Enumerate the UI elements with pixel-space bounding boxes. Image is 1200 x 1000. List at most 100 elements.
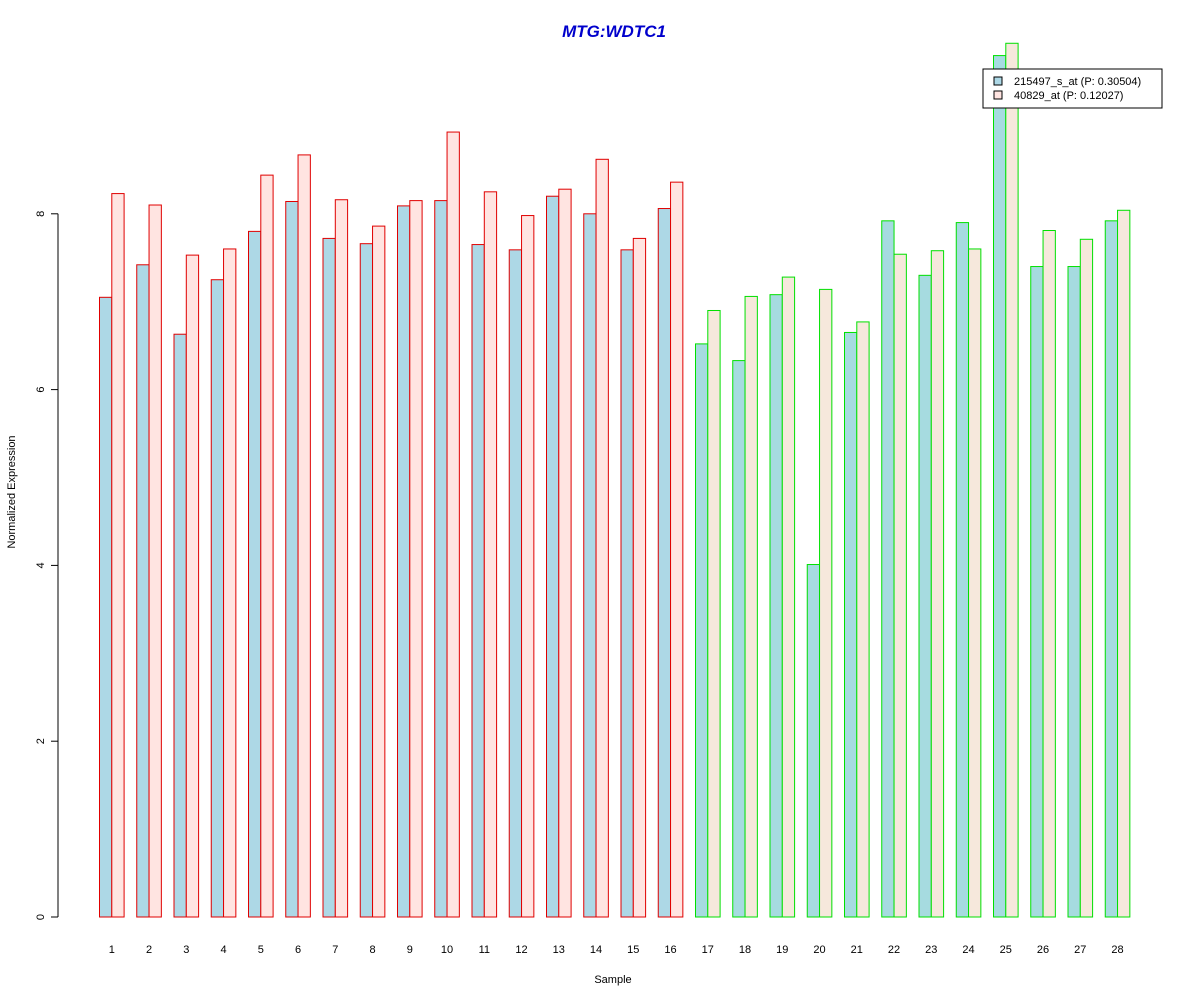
bar-sample-19-series-1 [769, 294, 783, 918]
chart-title: MTG:WDTC1 [562, 22, 666, 41]
bar-sample-10-series-2 [446, 131, 460, 918]
x-tick-label: 12 [515, 944, 527, 956]
legend-box [982, 68, 1163, 109]
x-tick-label: 13 [553, 944, 565, 956]
bar-sample-4-series-1 [210, 279, 225, 918]
bar-sample-18-series-2 [744, 295, 758, 918]
x-tick-label: 22 [888, 944, 900, 956]
legend-label-series-1: 215497_s_at (P: 0.30504) [1014, 76, 1141, 88]
bar-sample-5-series-1 [248, 230, 262, 918]
y-tick-label: 4 [35, 562, 47, 568]
bar-sample-8-series-1 [359, 243, 374, 918]
bar-sample-15-series-2 [632, 237, 647, 918]
x-tick-label: 2 [146, 944, 152, 956]
x-tick-label: 15 [627, 944, 639, 956]
bar-sample-14-series-1 [583, 213, 597, 918]
x-tick-label: 20 [813, 944, 825, 956]
bar-sample-7-series-2 [334, 199, 349, 918]
legend-label-series-2: 40829_at (P: 0.12027) [1014, 90, 1123, 102]
bar-sample-13-series-2 [558, 188, 572, 918]
y-axis: 0 2 4 6 8 [35, 211, 59, 920]
bar-sample-6-series-1 [285, 200, 299, 918]
x-tick-label: 16 [664, 944, 676, 956]
bar-sample-9-series-2 [409, 200, 423, 918]
bar-sample-27-series-1 [1067, 266, 1081, 918]
bar-sample-22-series-2 [893, 253, 907, 918]
x-tick-label: 18 [739, 944, 751, 956]
x-tick-label: 8 [369, 944, 375, 956]
x-tick-label: 25 [1000, 944, 1012, 956]
bar-sample-24-series-1 [955, 222, 970, 918]
bar-sample-10-series-1 [434, 200, 448, 918]
bar-sample-25-series-1 [993, 55, 1007, 918]
bar-sample-15-series-1 [620, 249, 634, 918]
y-tick-label: 6 [35, 387, 47, 393]
bar-sample-1-series-1 [99, 296, 113, 918]
legend-swatch-series-2 [993, 90, 1003, 100]
bar-sample-21-series-1 [844, 331, 858, 918]
x-tick-label: 19 [776, 944, 788, 956]
bar-sample-28-series-2 [1117, 209, 1131, 918]
x-tick-label: 24 [962, 944, 974, 956]
x-tick-label: 1 [109, 944, 115, 956]
x-tick-label: 17 [702, 944, 714, 956]
y-tick-label: 0 [35, 914, 47, 920]
bar-sample-12-series-1 [508, 249, 523, 918]
x-tick-label: 3 [183, 944, 189, 956]
bar-sample-22-series-1 [881, 220, 895, 918]
x-tick-label: 7 [332, 944, 338, 956]
y-tick-label: 2 [35, 738, 47, 744]
bar-sample-27-series-2 [1079, 238, 1094, 918]
bar-sample-26-series-2 [1042, 230, 1056, 918]
bar-sample-24-series-2 [968, 248, 982, 918]
bar-sample-4-series-2 [223, 248, 237, 918]
x-tick-label: 11 [479, 944, 490, 956]
bar-sample-8-series-2 [372, 225, 386, 918]
bar-sample-14-series-2 [595, 158, 609, 918]
bar-sample-19-series-2 [781, 276, 796, 918]
bar-sample-12-series-2 [521, 215, 535, 918]
x-tick-labels: 1 2 3 4 5 6 7 8 9 10 11 12 13 14 15 16 17 18 19 20 21 22 23 24 2… [109, 944, 1124, 956]
x-tick-label: 27 [1074, 944, 1086, 956]
y-axis-label: Normalized Expression [6, 435, 18, 548]
bar-sample-5-series-2 [260, 174, 274, 918]
bar-sample-9-series-1 [397, 205, 411, 918]
bar-sample-16-series-2 [670, 181, 684, 918]
x-tick-label: 5 [258, 944, 264, 956]
bar-sample-13-series-1 [546, 195, 560, 918]
y-tick-label: 8 [35, 211, 47, 217]
bar-sample-21-series-2 [856, 321, 870, 918]
bar-sample-23-series-1 [918, 274, 932, 918]
bar-sample-3-series-2 [185, 254, 200, 918]
bar-sample-26-series-1 [1030, 266, 1044, 918]
x-tick-label: 6 [295, 944, 301, 956]
bar-sample-28-series-1 [1104, 220, 1119, 918]
bar-sample-18-series-1 [732, 360, 746, 918]
bar-sample-6-series-2 [297, 154, 311, 918]
bar-sample-17-series-1 [695, 343, 709, 918]
bar-sample-1-series-2 [111, 193, 125, 918]
x-tick-label: 4 [220, 944, 226, 956]
bar-sample-23-series-2 [930, 250, 945, 918]
x-tick-label: 23 [925, 944, 937, 956]
bar-sample-7-series-1 [322, 237, 336, 918]
x-tick-label: 26 [1037, 944, 1049, 956]
bar-sample-2-series-1 [136, 264, 150, 918]
bar-sample-11-series-2 [483, 191, 498, 918]
x-tick-label: 14 [590, 944, 602, 956]
bar-sample-25-series-2 [1005, 42, 1019, 918]
x-tick-label: 28 [1111, 944, 1123, 956]
bar-sample-3-series-1 [173, 333, 187, 918]
x-tick-label: 9 [407, 944, 413, 956]
bar-sample-16-series-1 [657, 208, 672, 918]
bar-sample-2-series-2 [148, 204, 162, 918]
legend: 215497_s_at (P: 0.30504) 40829_at (P: 0.1… [982, 68, 1163, 109]
x-tick-label: 21 [851, 944, 863, 956]
x-tick-label: 10 [441, 944, 453, 956]
bar-sample-17-series-2 [707, 309, 721, 918]
bar-sample-20-series-1 [806, 564, 821, 918]
x-axis-label: Sample [594, 974, 631, 986]
bar-sample-20-series-2 [819, 288, 833, 918]
bar-sample-11-series-1 [471, 244, 485, 918]
